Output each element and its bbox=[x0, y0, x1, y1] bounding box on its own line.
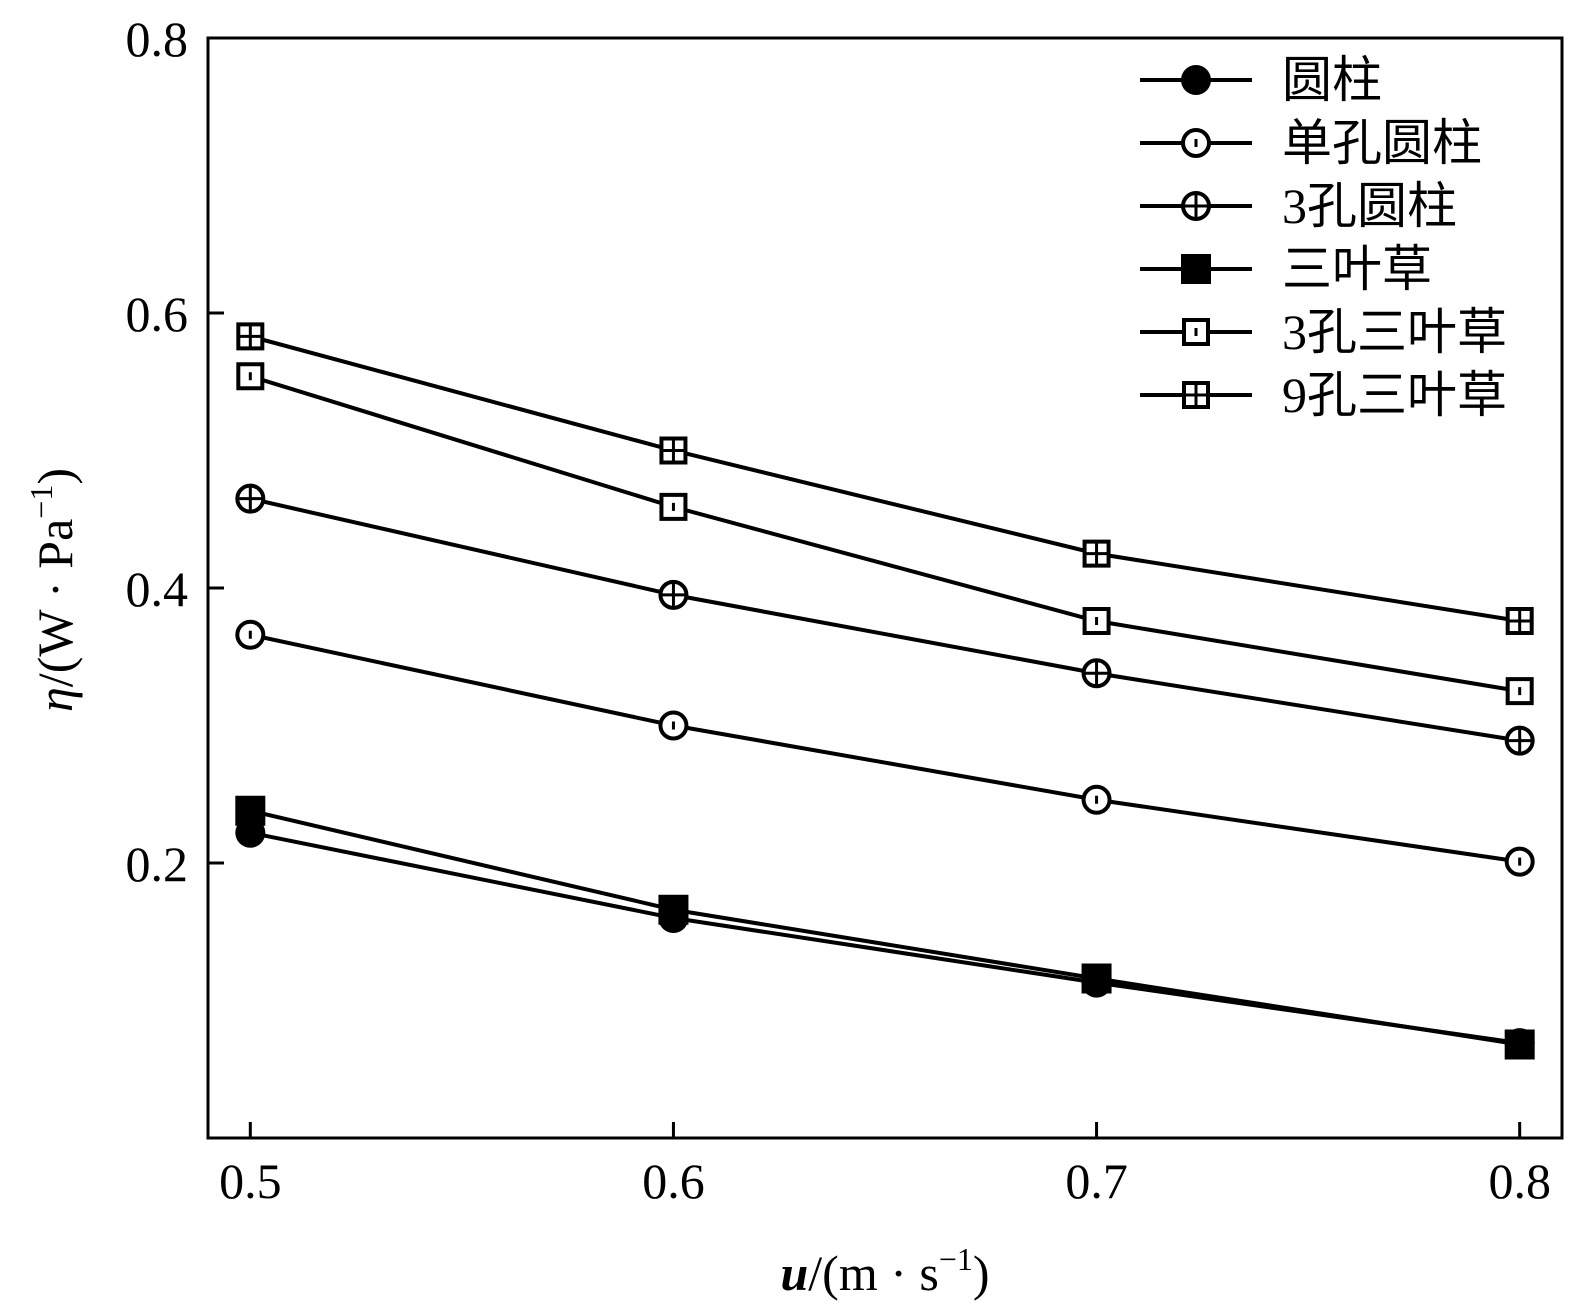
marker-shape bbox=[658, 894, 689, 925]
marker-dot bbox=[1194, 328, 1198, 336]
marker-dot bbox=[671, 502, 675, 511]
marker-plus-circle bbox=[235, 483, 266, 514]
marker-dotted-square bbox=[1082, 607, 1111, 635]
series-line bbox=[249, 830, 1520, 1046]
y-tick-label: 0.6 bbox=[126, 286, 189, 342]
marker-filled-circle bbox=[1181, 65, 1211, 95]
series-line bbox=[249, 496, 1521, 743]
x-axis-symbol: u bbox=[780, 1245, 808, 1301]
legend-item: 单孔圆柱 bbox=[1140, 115, 1482, 171]
y-axis-title: η/(W · Pa−1) bbox=[23, 468, 83, 712]
x-tick-label: 0.7 bbox=[1065, 1153, 1128, 1209]
series-lines bbox=[235, 322, 1535, 1060]
y-axis-symbol: η bbox=[27, 687, 83, 712]
legend-item: 三叶草 bbox=[1140, 241, 1432, 297]
series-2 bbox=[235, 619, 1535, 877]
x-tick-label: 0.8 bbox=[1488, 1153, 1551, 1209]
marker-dot bbox=[248, 372, 252, 381]
marker-shape bbox=[1181, 65, 1211, 95]
marker-plus-square bbox=[659, 436, 688, 465]
series-6 bbox=[236, 322, 1534, 635]
y-tick-label: 0.8 bbox=[126, 11, 189, 67]
x-tick-label: 0.6 bbox=[642, 1153, 705, 1209]
marker-dot bbox=[1095, 795, 1099, 804]
series-5 bbox=[236, 362, 1534, 706]
legend-label: 三叶草 bbox=[1282, 241, 1432, 297]
x-axis-ticks: 0.5 0.6 0.7 0.8 bbox=[219, 1122, 1551, 1209]
x-axis-unit-close: ) bbox=[973, 1245, 990, 1301]
marker-shape bbox=[1504, 1029, 1535, 1060]
marker-shape bbox=[1181, 254, 1211, 284]
y-tick-label: 0.4 bbox=[126, 561, 189, 617]
legend-item: 9孔三叶草 bbox=[1140, 367, 1507, 423]
marker-filled-square bbox=[1181, 254, 1211, 284]
marker-shape bbox=[1081, 963, 1112, 994]
marker-dotted-square bbox=[236, 362, 265, 391]
series-4 bbox=[235, 795, 1535, 1060]
marker-dot bbox=[671, 721, 675, 730]
series-3 bbox=[235, 483, 1535, 756]
marker-dotted-square bbox=[659, 492, 688, 521]
marker-filled-square bbox=[1081, 963, 1112, 994]
marker-dot bbox=[1194, 139, 1198, 147]
marker-plus-square bbox=[1182, 381, 1210, 409]
marker-dotted-circle bbox=[658, 710, 689, 741]
marker-dot bbox=[1518, 857, 1522, 866]
legend-item: 圆柱 bbox=[1140, 52, 1382, 108]
marker-dotted-square bbox=[1505, 677, 1534, 706]
marker-dot bbox=[1518, 687, 1522, 696]
marker-plus-circle bbox=[658, 579, 689, 610]
marker-plus-circle bbox=[1181, 191, 1211, 221]
marker-plus-square bbox=[1505, 607, 1534, 635]
marker-dotted-circle bbox=[1504, 846, 1535, 877]
marker-filled-square bbox=[658, 894, 689, 925]
marker-plus-circle bbox=[1504, 725, 1535, 756]
legend-item: 3孔三叶草 bbox=[1140, 304, 1507, 360]
marker-dotted-circle bbox=[235, 619, 266, 650]
series-line bbox=[249, 632, 1520, 864]
x-axis-title: u/(m · s−1) bbox=[780, 1241, 989, 1301]
legend-label: 9孔三叶草 bbox=[1282, 367, 1507, 423]
legend-item: 3孔圆柱 bbox=[1140, 178, 1457, 234]
x-axis-unit-exponent: −1 bbox=[939, 1241, 973, 1277]
x-tick-label: 0.5 bbox=[219, 1153, 282, 1209]
y-axis-unit: /(W · Pa bbox=[27, 519, 83, 687]
series-line bbox=[249, 334, 1521, 623]
marker-filled-square bbox=[1504, 1029, 1535, 1060]
marker-dot bbox=[1095, 617, 1099, 625]
marker-dotted-circle bbox=[1081, 784, 1112, 815]
series-line bbox=[249, 808, 1520, 1047]
y-axis-ticks: 0.2 0.4 0.6 0.8 bbox=[126, 11, 224, 892]
legend-label: 单孔圆柱 bbox=[1282, 115, 1482, 171]
y-axis-unit-exponent: −1 bbox=[23, 485, 59, 519]
marker-shape bbox=[235, 795, 266, 826]
series-line bbox=[249, 374, 1521, 694]
marker-plus-square bbox=[236, 322, 265, 351]
marker-plus-circle bbox=[1081, 658, 1112, 689]
y-tick-label: 0.2 bbox=[126, 836, 189, 892]
marker-dotted-circle bbox=[1181, 128, 1211, 158]
marker-dot bbox=[248, 630, 252, 639]
marker-filled-square bbox=[235, 795, 266, 826]
marker-dotted-square bbox=[1182, 318, 1210, 346]
marker-plus-square bbox=[1082, 539, 1111, 568]
legend-label: 圆柱 bbox=[1282, 52, 1382, 108]
legend-label: 3孔圆柱 bbox=[1282, 178, 1457, 234]
x-axis-unit: /(m · s bbox=[808, 1245, 939, 1301]
legend-label: 3孔三叶草 bbox=[1282, 304, 1507, 360]
y-axis-unit-close: ) bbox=[27, 468, 83, 485]
